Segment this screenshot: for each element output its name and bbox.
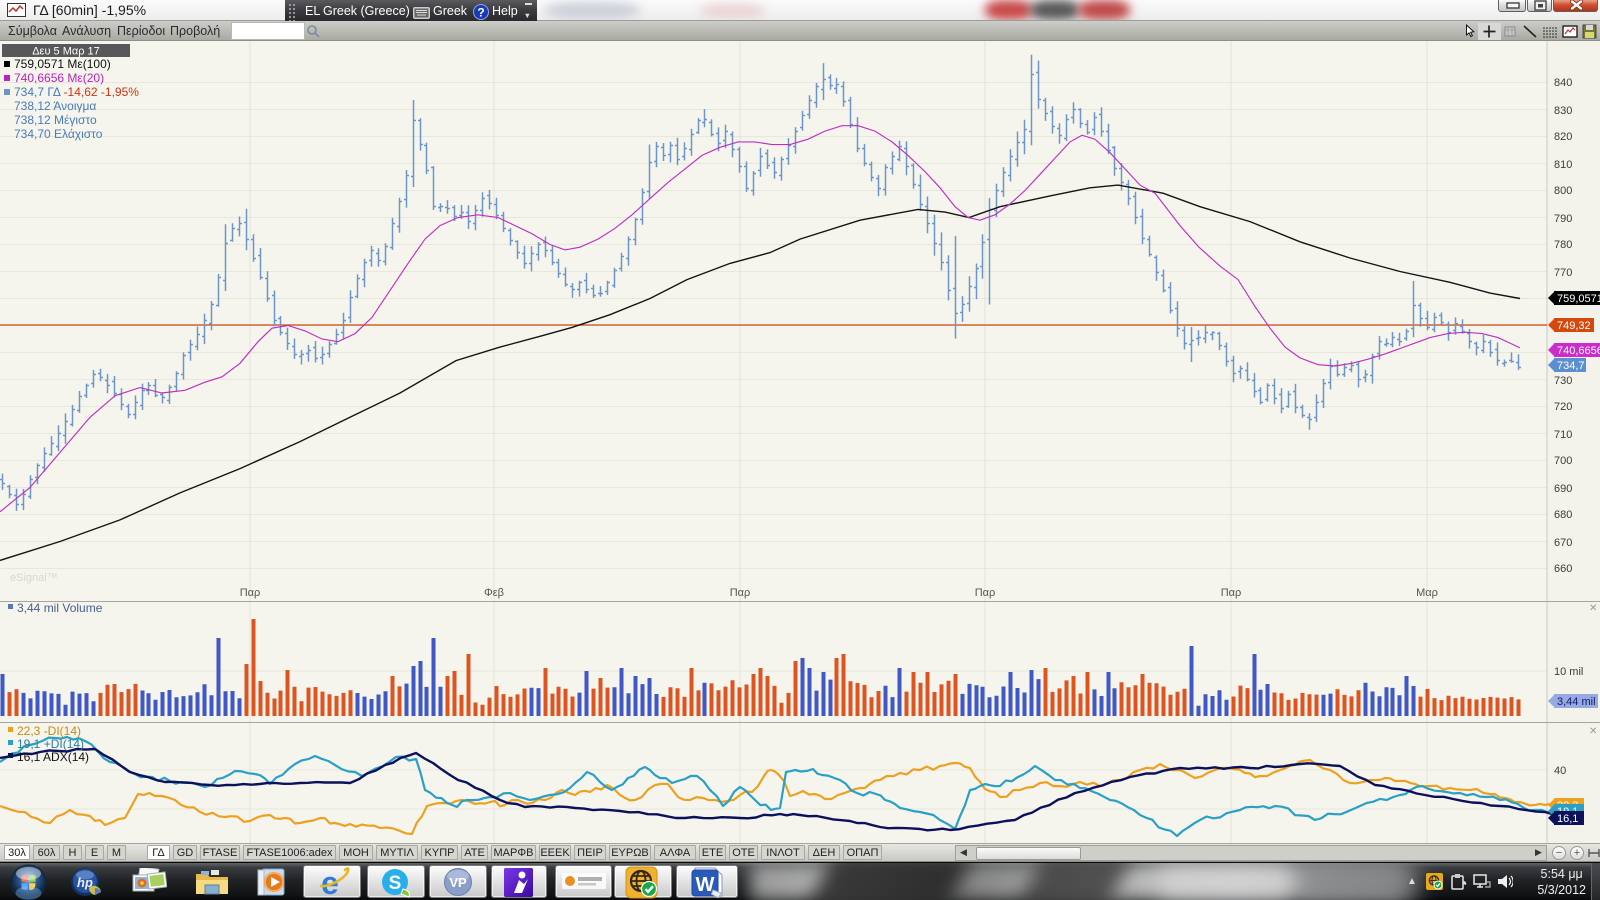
svg-text:734,7: 734,7 bbox=[1557, 360, 1585, 372]
svg-text:16,1: 16,1 bbox=[1557, 813, 1578, 825]
svg-text:670: 670 bbox=[1554, 537, 1572, 549]
svg-text:40: 40 bbox=[1554, 765, 1566, 777]
svg-text:Παρ: Παρ bbox=[730, 587, 751, 599]
svg-text:10 mil: 10 mil bbox=[1554, 666, 1583, 678]
svg-text:e: e bbox=[321, 865, 339, 899]
svg-text:22,3 -DI(14): 22,3 -DI(14) bbox=[17, 724, 81, 738]
svg-text:790: 790 bbox=[1554, 213, 1572, 225]
svg-text:720: 720 bbox=[1554, 401, 1572, 413]
svg-text:770: 770 bbox=[1554, 267, 1572, 279]
svg-text:740,6656 Με(20): 740,6656 Με(20) bbox=[14, 71, 104, 85]
svg-text:680: 680 bbox=[1554, 509, 1572, 521]
svg-text:800: 800 bbox=[1554, 185, 1572, 197]
svg-text:830: 830 bbox=[1554, 105, 1572, 117]
svg-text:840: 840 bbox=[1554, 77, 1572, 89]
svg-text:eSignal™: eSignal™ bbox=[10, 572, 58, 584]
svg-text:W: W bbox=[696, 874, 715, 896]
svg-text:16,1 ADX(14): 16,1 ADX(14) bbox=[17, 750, 89, 764]
svg-text:✕: ✕ bbox=[1589, 726, 1597, 737]
svg-text:810: 810 bbox=[1554, 159, 1572, 171]
svg-text:734,70 Ελάχιστο: 734,70 Ελάχιστο bbox=[14, 127, 103, 141]
svg-text:700: 700 bbox=[1554, 455, 1572, 467]
svg-text:Παρ: Παρ bbox=[240, 587, 261, 599]
svg-text:3,44 mil Volume: 3,44 mil Volume bbox=[17, 601, 103, 615]
svg-text:Μαρ: Μαρ bbox=[1416, 587, 1438, 599]
svg-text:Παρ: Παρ bbox=[975, 587, 996, 599]
svg-text:Παρ: Παρ bbox=[1221, 587, 1242, 599]
svg-text:710: 710 bbox=[1554, 429, 1572, 441]
svg-text:738,12 Μέγιστο: 738,12 Μέγιστο bbox=[14, 113, 97, 127]
svg-text:VP: VP bbox=[449, 875, 467, 890]
svg-text:759,0571 Με(100): 759,0571 Με(100) bbox=[14, 57, 111, 71]
svg-text:660: 660 bbox=[1554, 563, 1572, 575]
svg-text:730: 730 bbox=[1554, 375, 1572, 387]
svg-text:734,7 ΓΔ -14,62 -1,95%: 734,7 ΓΔ -14,62 -1,95% bbox=[14, 85, 139, 99]
svg-text:S: S bbox=[389, 873, 402, 894]
svg-text:3,44 mil: 3,44 mil bbox=[1557, 696, 1596, 708]
svg-text:?: ? bbox=[477, 6, 484, 20]
svg-text:✕: ✕ bbox=[1589, 603, 1597, 614]
svg-text:749,32: 749,32 bbox=[1557, 320, 1591, 332]
svg-text:820: 820 bbox=[1554, 131, 1572, 143]
svg-text:738,12 Άνοιγμα: 738,12 Άνοιγμα bbox=[14, 99, 96, 113]
svg-text:Φεβ: Φεβ bbox=[484, 587, 504, 599]
svg-text:780: 780 bbox=[1554, 239, 1572, 251]
svg-text:Δευ 5 Μαρ 17: Δευ 5 Μαρ 17 bbox=[32, 46, 100, 58]
svg-text:740,6656: 740,6656 bbox=[1557, 345, 1600, 357]
svg-text:hp: hp bbox=[77, 875, 93, 890]
svg-text:759,0571: 759,0571 bbox=[1557, 293, 1600, 305]
svg-text:19,1 +DI(14): 19,1 +DI(14) bbox=[17, 737, 84, 751]
svg-text:690: 690 bbox=[1554, 483, 1572, 495]
